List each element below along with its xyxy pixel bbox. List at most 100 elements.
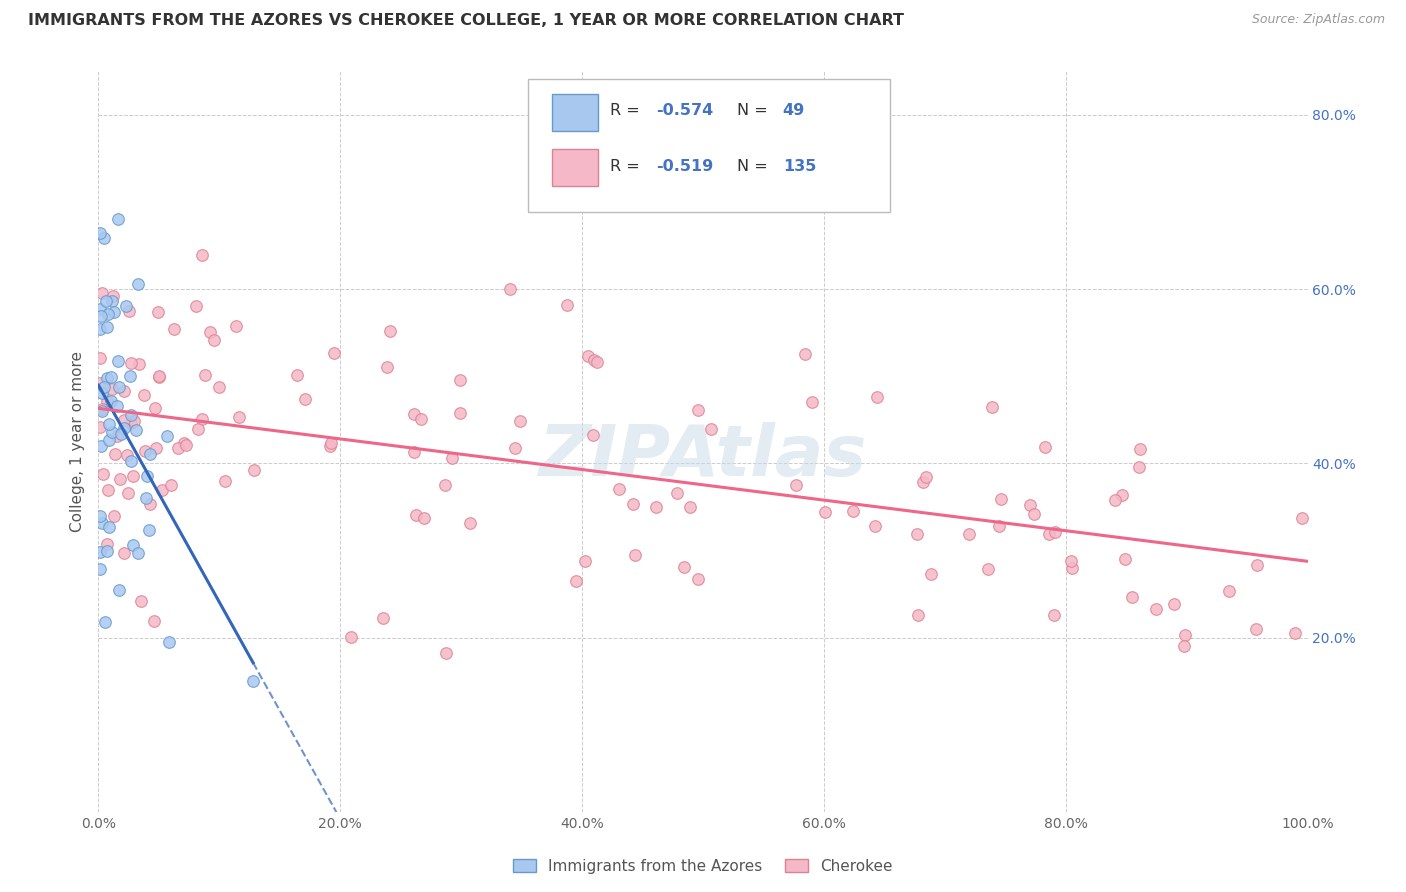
Point (105, 399, 128, 413)
Point (89, 545, 111, 559)
Point (117, 304, 139, 318)
Point (135, 491, 157, 505)
Point (91, 285, 114, 300)
Point (920, 566, 942, 581)
Point (101, 294, 124, 309)
Text: ZIPAtlas: ZIPAtlas (538, 422, 868, 491)
Point (91, 516, 114, 530)
Point (150, 483, 173, 497)
Point (1033, 440, 1056, 454)
Point (800, 395, 823, 409)
Point (686, 403, 709, 417)
Point (187, 422, 209, 436)
Point (120, 408, 142, 422)
Point (813, 504, 835, 518)
Point (89, 508, 111, 523)
Point (97, 307, 120, 321)
FancyBboxPatch shape (551, 149, 598, 186)
Point (449, 373, 471, 387)
Point (907, 607, 929, 622)
Point (108, 380, 131, 394)
Point (127, 277, 149, 291)
Text: 135: 135 (783, 159, 815, 174)
Point (103, 289, 125, 303)
Point (574, 554, 596, 568)
Point (785, 478, 807, 492)
Point (402, 408, 425, 422)
Point (1111, 488, 1133, 502)
Point (1024, 508, 1046, 522)
Point (125, 423, 148, 437)
Point (96, 537, 118, 551)
Point (1129, 442, 1152, 456)
Point (90, 402, 112, 417)
Point (679, 500, 702, 514)
Point (142, 614, 165, 628)
Point (294, 392, 316, 407)
Point (319, 436, 342, 450)
Point (700, 422, 723, 436)
Point (1060, 554, 1083, 568)
Point (145, 442, 167, 456)
Point (132, 388, 155, 402)
Point (112, 546, 135, 560)
Point (1038, 527, 1060, 541)
FancyBboxPatch shape (551, 94, 598, 130)
Point (607, 482, 630, 496)
Point (498, 282, 520, 296)
Point (1114, 552, 1136, 566)
Point (100, 369, 122, 384)
Point (576, 349, 599, 363)
Point (89, 227, 111, 241)
Point (242, 674, 264, 689)
Point (666, 486, 689, 500)
Point (1284, 625, 1306, 640)
Point (841, 504, 863, 518)
Point (191, 412, 214, 426)
Point (412, 511, 434, 525)
Point (1244, 622, 1267, 636)
Point (1291, 511, 1313, 525)
Point (225, 318, 247, 333)
Point (96, 393, 118, 408)
Point (911, 475, 934, 489)
Point (89, 376, 111, 390)
Text: -0.574: -0.574 (655, 103, 713, 119)
Point (449, 406, 471, 420)
Point (163, 322, 186, 336)
FancyBboxPatch shape (527, 78, 890, 212)
Point (167, 441, 190, 455)
Point (138, 497, 160, 511)
Point (644, 500, 666, 515)
Point (174, 437, 197, 451)
Point (128, 357, 150, 371)
Point (794, 347, 817, 361)
Point (1173, 639, 1195, 653)
Point (107, 354, 129, 368)
Point (988, 519, 1011, 533)
Point (1246, 558, 1268, 573)
Point (621, 497, 644, 511)
Point (110, 426, 132, 441)
Point (1174, 627, 1197, 641)
Point (148, 369, 170, 384)
Point (957, 526, 980, 541)
Point (97, 483, 120, 498)
Point (115, 299, 138, 313)
Point (1104, 493, 1126, 508)
Point (976, 561, 998, 575)
Text: -0.519: -0.519 (655, 159, 713, 174)
Point (1144, 602, 1167, 616)
Point (202, 333, 225, 347)
Point (134, 443, 156, 458)
Text: IMMIGRANTS FROM THE AZORES VS CHEROKEE COLLEGE, 1 YEAR OR MORE CORRELATION CHART: IMMIGRANTS FROM THE AZORES VS CHEROKEE C… (28, 13, 904, 29)
Point (340, 630, 363, 644)
Point (228, 410, 250, 425)
Point (686, 573, 709, 587)
Point (118, 368, 141, 383)
Point (122, 468, 145, 483)
Text: N =: N = (737, 103, 773, 119)
Legend: Immigrants from the Azores, Cherokee: Immigrants from the Azores, Cherokee (508, 853, 898, 880)
Point (93, 230, 115, 244)
Text: Source: ZipAtlas.com: Source: ZipAtlas.com (1251, 13, 1385, 27)
